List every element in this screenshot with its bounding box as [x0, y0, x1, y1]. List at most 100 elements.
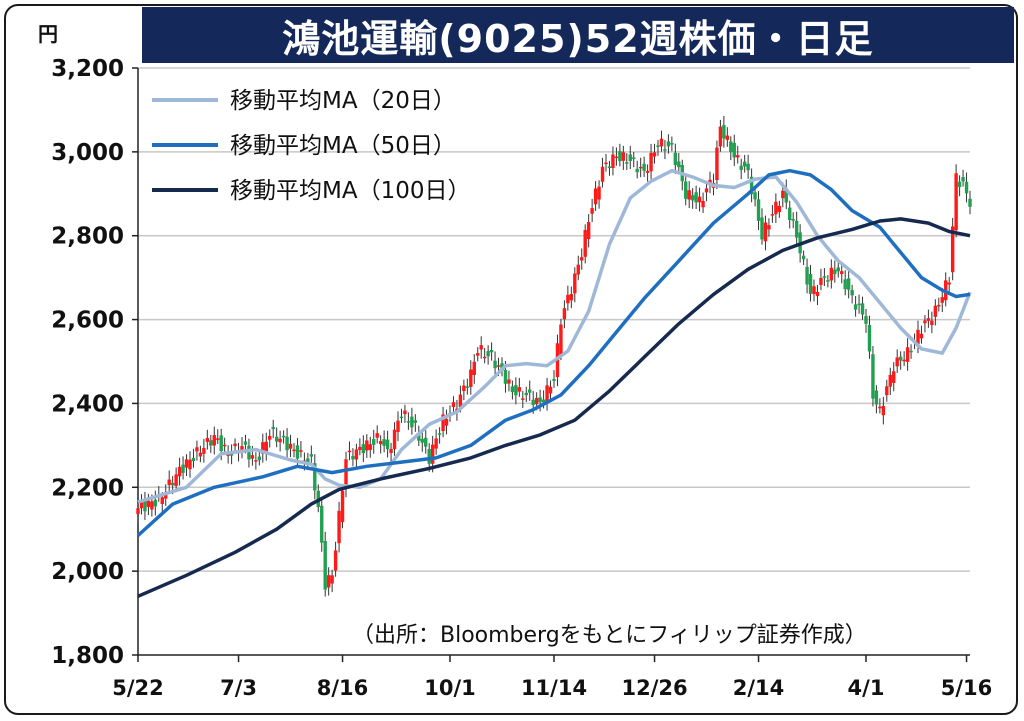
x-tick-label: 11/14: [521, 676, 587, 700]
candle-up: [687, 190, 691, 200]
candle-down: [618, 151, 622, 162]
candle-down: [632, 157, 636, 159]
candle-down: [514, 385, 518, 396]
candle-down: [732, 142, 736, 158]
candle-up: [548, 386, 553, 394]
candle-up: [885, 386, 889, 396]
ma20-line: [137, 168, 972, 504]
candle-down: [552, 379, 556, 381]
candle-up: [288, 443, 293, 449]
x-tick-label: 5/22: [112, 676, 164, 700]
candle-up: [895, 357, 899, 367]
candle-down: [528, 389, 532, 393]
candle-down: [749, 176, 754, 195]
candle-down: [808, 273, 813, 294]
y-tick-label: 2,800: [51, 224, 124, 250]
legend: 移動平均MA（20日） 移動平均MA（50日） 移動平均MA（100日）: [152, 88, 470, 204]
candle-down: [323, 541, 327, 590]
candle-up: [840, 271, 844, 275]
candle-down: [372, 439, 376, 445]
candle-down: [822, 276, 827, 278]
candle-up: [458, 394, 463, 408]
candle-up: [198, 452, 203, 457]
candle-down: [309, 454, 314, 457]
candle-up: [177, 466, 182, 477]
candle-down: [898, 356, 903, 361]
x-axis-ticks: 5/22 7/3 8/16 10/1 11/14 12/26 2/14 4/1 5/16: [112, 655, 992, 700]
candle-up: [507, 379, 511, 384]
ma50-line: [136, 168, 971, 537]
candle-up: [136, 508, 140, 515]
candle-up: [947, 282, 951, 285]
candle-down: [424, 437, 428, 447]
candle-up: [593, 188, 598, 205]
candle-up: [330, 575, 334, 584]
candle-up: [562, 308, 567, 320]
y-tick-label: 3,200: [51, 56, 124, 82]
candle-down: [864, 316, 868, 324]
candle-down: [833, 269, 837, 275]
candle-up: [573, 273, 577, 294]
candle-down: [399, 416, 404, 419]
candle-up: [264, 441, 268, 454]
candle-down: [756, 199, 761, 221]
candle-up: [167, 479, 171, 486]
candle-up: [240, 446, 244, 453]
candle-up: [878, 406, 882, 409]
candle-up: [576, 264, 580, 275]
chart-frame: [4, 4, 1018, 715]
candle-up: [933, 305, 938, 317]
y-tick-label: 2,200: [51, 475, 124, 501]
candle-down: [295, 445, 300, 459]
y-tick-label: 2,000: [51, 559, 124, 585]
candle-up: [763, 222, 768, 242]
candle-down: [493, 360, 497, 369]
candle-up: [389, 449, 393, 454]
candle-down: [531, 399, 535, 406]
candle-down: [382, 439, 386, 446]
ma100-line: [137, 217, 971, 598]
candle-down: [143, 501, 147, 512]
candle-up: [268, 435, 272, 440]
candle-down: [170, 482, 175, 486]
candle-up: [496, 365, 501, 367]
candle-up: [354, 449, 359, 460]
candle-down: [247, 445, 251, 460]
candle-up: [444, 418, 449, 426]
candle-down: [524, 392, 528, 396]
candle-down: [642, 163, 646, 171]
candle-up: [174, 474, 178, 486]
candle-down: [805, 266, 809, 285]
candle-up: [146, 500, 151, 507]
candle-up: [545, 385, 549, 403]
candle-up: [521, 398, 525, 400]
candle-down: [791, 219, 795, 221]
candle-up: [441, 414, 445, 432]
candle-up: [226, 454, 230, 456]
candle-up: [645, 170, 650, 173]
candle-up: [902, 359, 906, 362]
candle-up: [777, 205, 782, 213]
candle-down: [465, 386, 470, 388]
candle-up: [479, 345, 483, 350]
candle-down: [538, 397, 542, 403]
candle-up: [614, 156, 619, 159]
candle-down: [684, 181, 688, 199]
candle-up: [368, 444, 372, 450]
candle-down: [191, 457, 196, 462]
candle-up: [292, 449, 296, 452]
candle-down: [313, 463, 317, 491]
chart-title: 鴻池運輸(9025)52週株価・日足: [142, 7, 1014, 63]
candle-up: [222, 444, 227, 447]
candle-up: [600, 166, 605, 182]
candle-down: [628, 154, 632, 161]
candle-down: [690, 195, 695, 201]
candle-up: [392, 429, 397, 450]
candle-up: [469, 369, 473, 388]
candle-up: [160, 497, 164, 504]
candle-up: [829, 267, 834, 281]
candle-up: [403, 410, 407, 415]
candle-up: [767, 225, 771, 230]
candle-up: [930, 320, 934, 326]
candle-down: [274, 436, 279, 442]
